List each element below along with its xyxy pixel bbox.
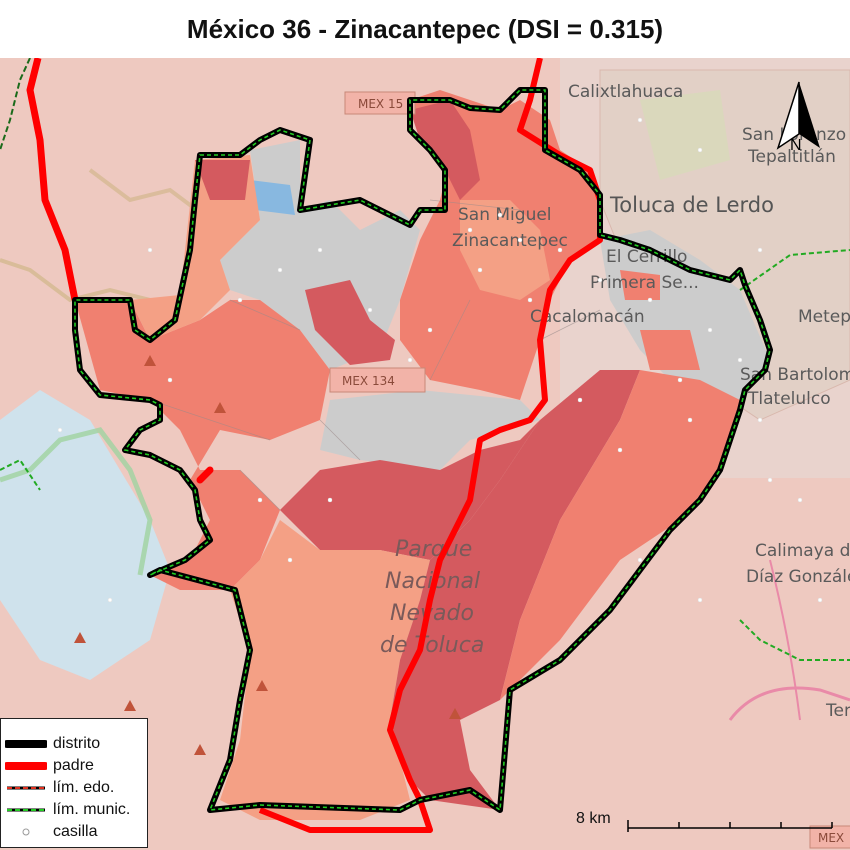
area-no-data-center — [320, 390, 540, 470]
map-title: México 36 - Zinacantepec (DSI = 0.315) — [186, 14, 664, 44]
legend-symbol-lim-munic — [7, 808, 45, 812]
legend-symbol-padre — [5, 762, 47, 770]
basemap-pink-road — [728, 686, 850, 721]
section-lightsalmon-south — [220, 520, 430, 820]
section-dark-2 — [305, 280, 395, 365]
legend-item-lim-edo: lím. edo. — [1, 777, 149, 799]
municipal-boundary-east — [739, 249, 850, 291]
north-arrow: N — [768, 78, 830, 156]
legend-item-padre: padre — [1, 755, 149, 777]
map-legend: distrito padre lím. edo. lím. munic. — [0, 718, 148, 848]
padre-boundary-east — [258, 58, 603, 833]
place-label: Zinacantepec — [452, 231, 568, 251]
place-label: Tlatelulco — [747, 389, 831, 409]
basemap-green-area — [640, 90, 730, 180]
basemap-river-2 — [0, 258, 151, 303]
scale-bar-label: 8 km — [576, 810, 611, 827]
area-light-blue-1 — [250, 180, 295, 215]
area-no-data-urban — [600, 230, 770, 400]
legend-item-distrito: distrito — [1, 733, 149, 755]
legend-label: padre — [53, 757, 94, 774]
section-salmon-1 — [75, 300, 330, 590]
lake-water — [0, 390, 170, 680]
place-label: Toluca de Lerdo — [609, 193, 774, 217]
state-boundary-west — [0, 58, 31, 151]
section-urban-salmon — [620, 270, 660, 300]
section-salmon-2 — [130, 155, 260, 340]
legend-symbol-casilla — [22, 828, 30, 836]
legend-label: distrito — [53, 735, 101, 752]
place-label: Calixtlahuaca — [568, 82, 683, 102]
basemap-pink-road-2 — [769, 559, 801, 721]
scale-bar: 8 km — [570, 808, 840, 838]
highway-shield-mex: MEX — [809, 825, 850, 849]
legend-label: lím. munic. — [53, 801, 131, 818]
casilla-markers — [57, 117, 823, 603]
place-label: Cacalomacán — [530, 307, 645, 327]
section-north-light — [460, 200, 550, 300]
scale-bar-ruler — [627, 820, 833, 832]
north-arrow-label: N — [790, 137, 802, 154]
section-salmon-east — [500, 370, 740, 700]
park-label: Parque — [395, 537, 472, 562]
section-north-dark — [410, 100, 480, 200]
legend-symbol-lim-edo — [7, 786, 45, 790]
place-label: Metepec — [798, 307, 850, 327]
legend-symbol-distrito — [5, 740, 47, 748]
north-arrow-right — [799, 82, 820, 148]
padre-boundary-sw — [196, 466, 214, 484]
basemap-river — [0, 427, 153, 576]
place-label: Tepaltitlán — [747, 147, 836, 167]
municipal-boundary-south — [739, 619, 850, 661]
section-dark-1 — [195, 160, 250, 200]
padre-boundary — [26, 58, 79, 301]
park-label: de Toluca — [380, 633, 484, 658]
place-label: Díaz González — [746, 567, 850, 587]
legend-item-casilla: casilla — [1, 821, 149, 843]
legend-label: lím. edo. — [53, 779, 115, 796]
place-label: Calimaya de — [755, 541, 850, 561]
section-dark-east — [390, 370, 640, 810]
shield-mex-label: MEX — [818, 831, 844, 845]
shield-mex15-label: MEX 15 — [358, 97, 403, 111]
distrito-boundary — [72, 87, 773, 813]
highway-shield-mex134: MEX 134 — [329, 367, 426, 393]
peak-markers — [74, 355, 461, 755]
highway-shield-mex15: MEX 15 — [344, 91, 416, 115]
place-label: El Cerrillo — [606, 247, 687, 267]
place-label: San Miguel — [458, 205, 552, 225]
legend-item-lim-munic: lím. munic. — [1, 799, 149, 821]
place-label: Tenango — [825, 701, 850, 721]
place-label: Primera Se... — [590, 273, 699, 293]
shield-mex134-label: MEX 134 — [342, 374, 395, 388]
legend-label: casilla — [53, 823, 98, 840]
section-urban-salmon-2 — [640, 330, 700, 370]
